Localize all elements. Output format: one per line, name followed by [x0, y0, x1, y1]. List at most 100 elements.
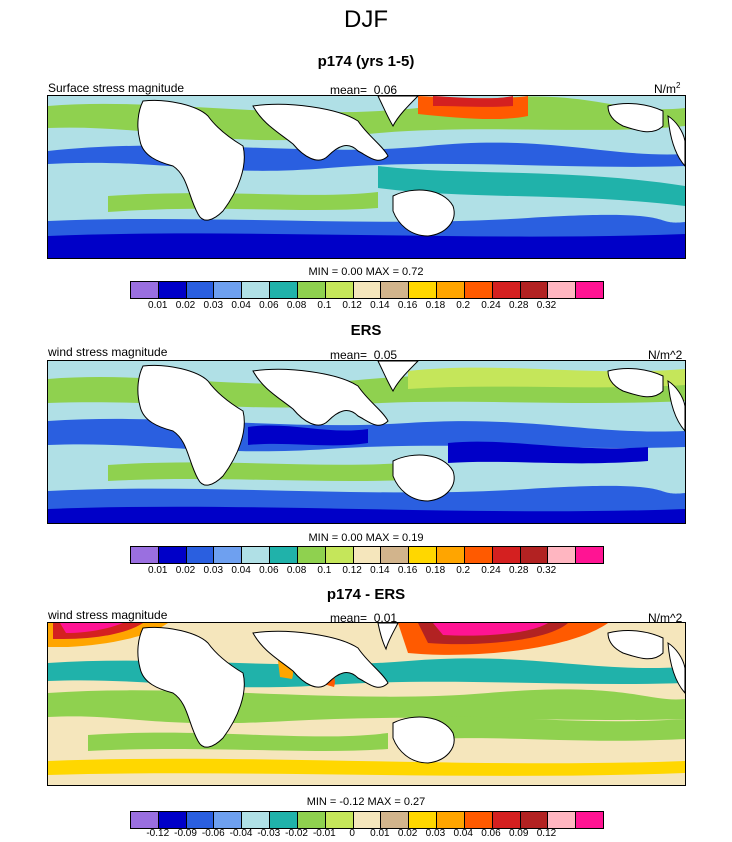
colorbar-tick-label: 0.02	[175, 300, 196, 311]
colorbar-tick-label: 0.12	[342, 565, 362, 576]
panel3-units: N/m^2	[648, 610, 682, 625]
panel2-units: N/m^2	[648, 347, 682, 362]
panel1-units-text: N/m	[654, 82, 676, 96]
colorbar-swatch	[270, 812, 298, 828]
colorbar-swatch	[270, 547, 298, 563]
colorbar-swatch	[270, 282, 298, 298]
panel3-colorbar-ticks: -0.12 -0.09 -0.06 -0.04 -0.03 -0.02 -0.01 0 0.01…	[130, 828, 602, 840]
panel2-title: ERS	[350, 322, 382, 339]
colorbar-tick-label: 0.28	[508, 300, 529, 311]
colorbar-tick-label: 0.01	[370, 828, 390, 839]
colorbar-tick-label: 0.2	[456, 300, 471, 311]
panel1-colorbar-ticks: 0.01 0.02 0.03 0.04 0.06 0.08 0.1 0.12 0.14 0.16 0…	[130, 300, 602, 312]
colorbar-tick-label: -0.04	[229, 828, 253, 839]
panel2-left-label: wind stress magnitude	[48, 345, 168, 359]
colorbar-tick-label: 0.04	[231, 565, 251, 576]
colorbar-tick-label: 0.28	[508, 565, 529, 576]
colorbar-tick-label: 0.16	[397, 300, 418, 311]
colorbar-swatch	[325, 547, 354, 563]
colorbar-tick-label: -0.03	[257, 828, 281, 839]
colorbar-tick-label: 0.18	[425, 565, 446, 576]
colorbar-swatch	[158, 282, 187, 298]
panel2-minmax: MIN = 0.00 MAX = 0.19	[308, 532, 424, 544]
colorbar-tick-label: 0.04	[231, 300, 251, 311]
colorbar-swatch	[325, 812, 354, 828]
colorbar-swatch	[297, 547, 326, 563]
colorbar-swatch	[381, 547, 410, 563]
colorbar-tick-label: 0.14	[370, 565, 390, 576]
colorbar-swatch	[548, 812, 577, 828]
colorbar-swatch	[437, 547, 465, 563]
panel3-mean-value: 0.01	[373, 611, 398, 625]
colorbar-tick-label: 0.12	[342, 300, 362, 311]
colorbar-swatch	[242, 812, 271, 828]
colorbar-swatch	[520, 282, 549, 298]
colorbar-swatch	[131, 282, 159, 298]
colorbar-swatch	[297, 812, 326, 828]
panel1-mean-label: mean=	[330, 83, 368, 97]
panel1-minmax: MIN = 0.00 MAX = 0.72	[308, 266, 424, 278]
colorbar-tick-label: 0.04	[453, 828, 473, 839]
colorbar-tick-label: 0.06	[481, 828, 501, 839]
colorbar-tick-label: -0.01	[312, 828, 336, 839]
panel3-colorbar	[130, 811, 604, 829]
colorbar-tick-label: 0.01	[148, 300, 168, 311]
colorbar-tick-label: -0.09	[174, 828, 197, 839]
colorbar-swatch	[353, 812, 382, 828]
colorbar-swatch	[492, 812, 521, 828]
colorbar-swatch	[158, 547, 187, 563]
colorbar-tick-label: 0.1	[317, 300, 332, 311]
colorbar-swatch	[492, 547, 521, 563]
figure-title: DJF	[344, 6, 388, 33]
colorbar-tick-label: -0.02	[285, 828, 308, 839]
colorbar-tick-label: 0.02	[175, 565, 196, 576]
colorbar-swatch	[186, 812, 215, 828]
colorbar-swatch	[214, 547, 243, 563]
colorbar-swatch	[214, 812, 243, 828]
colorbar-tick-label: 0.02	[397, 828, 418, 839]
panel3-mean: mean= 0.01	[330, 611, 397, 625]
colorbar-tick-label: 0.24	[481, 300, 501, 311]
panel1-map	[47, 95, 686, 259]
panel1-mean: mean= 0.06	[330, 83, 397, 97]
colorbar-tick-label: 0.18	[425, 300, 446, 311]
colorbar-swatch	[576, 547, 604, 563]
panel2-mean-value: 0.05	[373, 348, 398, 362]
panel2-colorbar	[130, 546, 604, 564]
colorbar-swatch	[353, 547, 382, 563]
colorbar-tick-label: -0.06	[201, 828, 225, 839]
colorbar-swatch	[131, 812, 159, 828]
colorbar-tick-label: -0.12	[146, 828, 170, 839]
panel3-title: p174 - ERS	[326, 586, 406, 603]
colorbar-tick-label: 0.08	[286, 565, 307, 576]
colorbar-tick-label: 0.32	[536, 300, 557, 311]
colorbar-tick-label: 0.06	[259, 565, 279, 576]
colorbar-swatch	[409, 812, 438, 828]
colorbar-swatch	[492, 282, 521, 298]
colorbar-swatch	[409, 282, 438, 298]
colorbar-tick-label: 0.16	[397, 565, 418, 576]
colorbar-tick-label: 0.03	[203, 565, 224, 576]
colorbar-tick-label: 0.12	[536, 828, 557, 839]
colorbar-swatch	[297, 282, 326, 298]
colorbar-swatch	[131, 547, 159, 563]
colorbar-swatch	[464, 282, 493, 298]
colorbar-swatch	[325, 282, 354, 298]
colorbar-swatch	[576, 812, 604, 828]
panel2-units-text: N/m^2	[648, 348, 683, 362]
colorbar-tick-label: 0.06	[259, 300, 279, 311]
colorbar-swatch	[520, 547, 549, 563]
colorbar-swatch	[409, 547, 438, 563]
panel1-colorbar	[130, 281, 604, 299]
panel2-map	[47, 360, 686, 524]
panel3-mean-label: mean=	[330, 611, 368, 625]
panel2-mean: mean= 0.05	[330, 348, 397, 362]
colorbar-tick-label: 0.24	[481, 565, 501, 576]
colorbar-tick-label: 0.08	[286, 300, 307, 311]
colorbar-tick-label: 0.2	[456, 565, 471, 576]
colorbar-tick-label: 0	[349, 828, 355, 839]
panel3-left-label: wind stress magnitude	[48, 608, 168, 622]
colorbar-swatch	[548, 282, 577, 298]
panel3-map	[47, 622, 686, 786]
colorbar-tick-label: 0.03	[203, 300, 224, 311]
